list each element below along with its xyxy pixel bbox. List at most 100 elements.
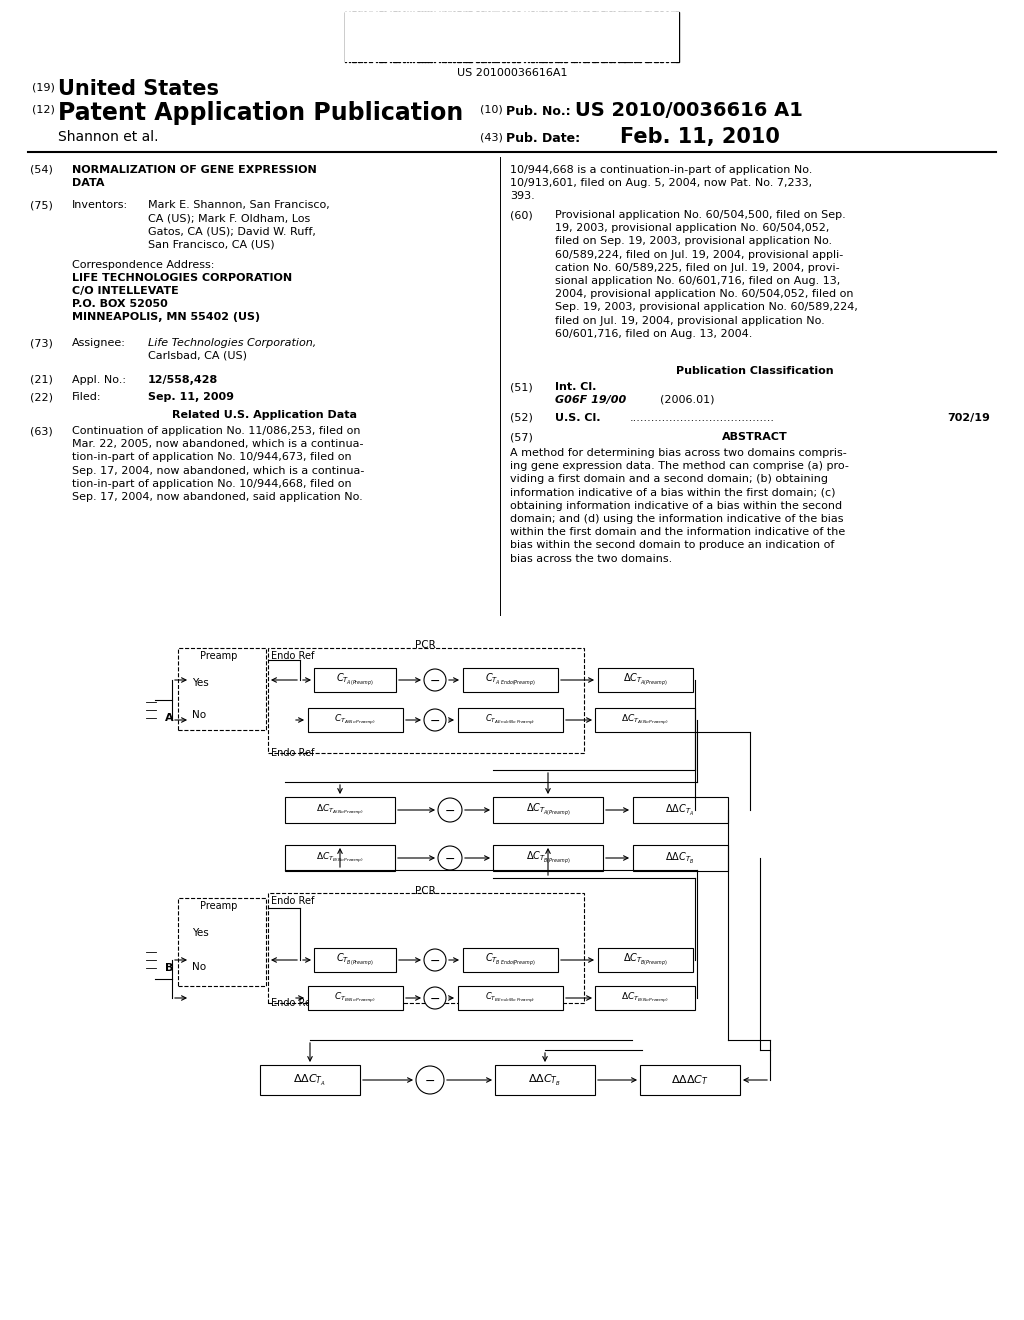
Bar [517, 12, 520, 62]
Text: (75): (75) [30, 201, 53, 210]
Bar [654, 12, 658, 62]
Bar [495, 1065, 595, 1096]
Text: $\Delta\Delta C_{T_A}$: $\Delta\Delta C_{T_A}$ [294, 1072, 327, 1088]
Text: $C_{T_{B(No\,Preamp)}}$: $C_{T_{B(No\,Preamp)}}$ [334, 991, 376, 1006]
Bar [307, 708, 402, 733]
Text: $C_{T_{B\,Endo(Preamp)}}$: $C_{T_{B\,Endo(Preamp)}}$ [484, 952, 536, 968]
Text: $\Delta C_{T_{B(No\,Preamp)}}$: $\Delta C_{T_{B(No\,Preamp)}}$ [621, 991, 669, 1006]
Text: Endo Ref: Endo Ref [271, 998, 314, 1008]
Text: No: No [193, 710, 206, 719]
Text: (2006.01): (2006.01) [660, 395, 715, 405]
Text: US 20100036616A1: US 20100036616A1 [457, 69, 567, 78]
Text: Sep. 11, 2009: Sep. 11, 2009 [148, 392, 234, 403]
Text: (63): (63) [30, 426, 53, 436]
Bar [592, 12, 596, 62]
Text: (21): (21) [30, 375, 53, 385]
Bar [453, 12, 455, 62]
Text: Int. Cl.: Int. Cl. [555, 381, 596, 392]
Bar [463, 668, 557, 692]
Bar [393, 12, 397, 62]
Text: (57): (57) [510, 432, 532, 442]
Bar [352, 12, 356, 62]
Bar [512, 12, 515, 62]
Bar [545, 12, 547, 62]
Bar [424, 12, 426, 62]
Bar [549, 12, 552, 62]
Text: $\Delta C_{T_{B(No\,Preamp)}}$: $\Delta C_{T_{B(No\,Preamp)}}$ [316, 850, 364, 866]
Text: Endo Ref: Endo Ref [271, 896, 314, 906]
Bar [463, 948, 557, 972]
Text: (12): (12) [32, 106, 55, 115]
Text: G06F 19/00: G06F 19/00 [555, 395, 627, 405]
Text: $\Delta C_{T_{B(Preamp)}}$: $\Delta C_{T_{B(Preamp)}}$ [623, 952, 668, 968]
Text: Endo Ref: Endo Ref [271, 748, 314, 758]
Text: DATA: DATA [72, 178, 104, 187]
Text: $\Delta C_{T_{A(No\,Preamp)}}$: $\Delta C_{T_{A(No\,Preamp)}}$ [621, 713, 669, 727]
Circle shape [438, 846, 462, 870]
Bar [178, 898, 266, 986]
Text: (22): (22) [30, 392, 53, 403]
Text: $-$: $-$ [429, 673, 440, 686]
Text: $\Delta\Delta C_{T_B}$: $\Delta\Delta C_{T_B}$ [528, 1072, 561, 1088]
Text: $C_{T_{A(No\,Preamp)}}$: $C_{T_{A(No\,Preamp)}}$ [334, 713, 376, 727]
Text: $C_{T_{A\,Endo(Preamp)}}$: $C_{T_{A\,Endo(Preamp)}}$ [484, 672, 536, 688]
Bar [531, 12, 534, 62]
Bar [560, 12, 562, 62]
Bar [507, 12, 509, 62]
Text: Yes: Yes [193, 928, 209, 939]
Bar [618, 12, 620, 62]
Text: $\Delta\Delta C_{T_A}$: $\Delta\Delta C_{T_A}$ [666, 803, 694, 817]
Text: $C_{T_{B(Preamp)}}$: $C_{T_{B(Preamp)}}$ [336, 952, 374, 968]
Bar [458, 986, 562, 1010]
Text: (43): (43) [480, 132, 503, 143]
Bar [595, 986, 695, 1010]
Text: A method for determining bias across two domains compris-
ing gene expression da: A method for determining bias across two… [510, 447, 849, 564]
Text: Inventors:: Inventors: [72, 201, 128, 210]
Text: Pub. Date:: Pub. Date: [506, 132, 581, 145]
Bar [502, 12, 505, 62]
Text: MINNEAPOLIS, MN 55402 (US): MINNEAPOLIS, MN 55402 (US) [72, 312, 260, 322]
Text: Related U.S. Application Data: Related U.S. Application Data [172, 411, 357, 420]
Text: Mark E. Shannon, San Francisco,
CA (US); Mark F. Oldham, Los
Gatos, CA (US); Dav: Mark E. Shannon, San Francisco, CA (US);… [148, 201, 330, 249]
Text: 702/19: 702/19 [947, 413, 990, 422]
Text: ........................................: ........................................ [630, 413, 775, 422]
Bar [260, 1065, 360, 1096]
Text: PCR: PCR [415, 640, 435, 649]
Text: $-$: $-$ [429, 991, 440, 1005]
Text: Appl. No.:: Appl. No.: [72, 375, 126, 385]
Text: (52): (52) [510, 413, 532, 422]
Bar [358, 12, 360, 62]
Bar [314, 668, 396, 692]
Text: $\Delta\Delta C_{T_B}$: $\Delta\Delta C_{T_B}$ [666, 850, 694, 866]
Bar [430, 12, 432, 62]
Bar [595, 708, 695, 733]
Text: Publication Classification: Publication Classification [676, 366, 834, 376]
Bar [666, 12, 668, 62]
Text: $C_{T_{A(Preamp)}}$: $C_{T_{A(Preamp)}}$ [336, 672, 374, 688]
Text: (10): (10) [480, 106, 503, 115]
Text: (54): (54) [30, 165, 53, 176]
Bar [639, 12, 641, 62]
Bar [465, 12, 467, 62]
Circle shape [416, 1067, 444, 1094]
Text: A: A [165, 713, 173, 723]
Bar [364, 12, 366, 62]
Text: $-$: $-$ [444, 851, 456, 865]
Bar [583, 12, 586, 62]
Text: (60): (60) [510, 210, 532, 220]
Bar [403, 12, 406, 62]
Text: Correspondence Address:: Correspondence Address: [72, 260, 214, 271]
Text: B: B [165, 964, 173, 973]
Bar [609, 12, 612, 62]
Text: $\Delta C_{T_{A(No\,Preamp)}}$: $\Delta C_{T_{A(No\,Preamp)}}$ [316, 803, 364, 817]
Bar [564, 12, 567, 62]
Circle shape [438, 799, 462, 822]
Bar [314, 948, 396, 972]
Text: C/O INTELLEVATE: C/O INTELLEVATE [72, 286, 179, 296]
Text: $-$: $-$ [429, 714, 440, 726]
Bar [601, 12, 605, 62]
Bar [633, 797, 727, 822]
Text: LIFE TECHNOLOGIES CORPORATION: LIFE TECHNOLOGIES CORPORATION [72, 273, 292, 282]
Bar [613, 12, 615, 62]
Text: Yes: Yes [193, 678, 209, 688]
